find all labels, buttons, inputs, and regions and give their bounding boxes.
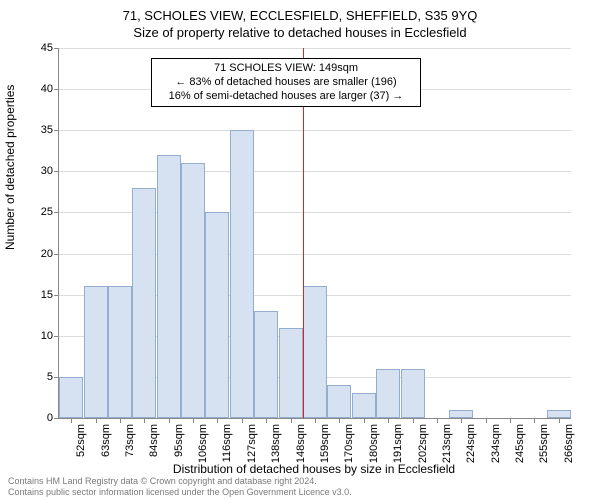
bar: [352, 393, 376, 418]
xtick-label: 116sqm: [221, 424, 233, 462]
xtick-mark: [242, 418, 243, 423]
xtick-mark: [388, 418, 389, 423]
bar: [181, 163, 205, 418]
xtick-mark: [461, 418, 462, 423]
bar: [327, 385, 351, 418]
xtick-label: 202sqm: [417, 424, 429, 463]
xtick-label: 127sqm: [246, 424, 258, 463]
bar: [401, 369, 425, 418]
ytick-label: 30: [41, 165, 59, 177]
xtick-mark: [120, 418, 121, 423]
y-axis-title: Number of detached properties: [3, 85, 17, 250]
bar: [108, 286, 132, 418]
xtick-label: 224sqm: [465, 424, 477, 463]
xtick-mark: [315, 418, 316, 423]
xtick-label: 159sqm: [319, 424, 331, 463]
xtick-mark: [96, 418, 97, 423]
ytick-label: 40: [41, 83, 59, 95]
xtick-mark: [71, 418, 72, 423]
gridline: [59, 48, 571, 49]
footer-line2: Contains public sector information licen…: [8, 487, 352, 498]
xtick-label: 170sqm: [343, 424, 355, 463]
xtick-label: 63sqm: [100, 424, 112, 457]
xtick-label: 245sqm: [514, 424, 526, 463]
bar: [230, 130, 254, 418]
xtick-label: 255sqm: [538, 424, 550, 463]
ytick-label: 15: [41, 289, 59, 301]
bar: [84, 286, 108, 418]
ytick-label: 35: [41, 124, 59, 136]
bar: [59, 377, 83, 418]
xtick-mark: [534, 418, 535, 423]
x-axis-title: Distribution of detached houses by size …: [58, 462, 570, 476]
xtick-label: 138sqm: [270, 424, 282, 463]
xtick-mark: [217, 418, 218, 423]
ytick-label: 5: [47, 371, 59, 383]
bar: [376, 369, 400, 418]
xtick-mark: [364, 418, 365, 423]
xtick-mark: [291, 418, 292, 423]
bar: [254, 311, 278, 418]
annotation-line3: 16% of semi-detached houses are larger (…: [158, 90, 414, 104]
gridline: [59, 130, 571, 131]
footer-line1: Contains HM Land Registry data © Crown c…: [8, 476, 352, 487]
xtick-mark: [193, 418, 194, 423]
xtick-mark: [437, 418, 438, 423]
xtick-label: 52sqm: [75, 424, 87, 457]
bar: [303, 286, 327, 418]
xtick-mark: [486, 418, 487, 423]
ytick-label: 25: [41, 206, 59, 218]
bar: [132, 188, 156, 418]
annotation-box: 71 SCHOLES VIEW: 149sqm ← 83% of detache…: [151, 58, 421, 107]
xtick-label: 234sqm: [490, 424, 502, 463]
chart-title-line1: 71, SCHOLES VIEW, ECCLESFIELD, SHEFFIELD…: [0, 0, 600, 25]
gridline: [59, 171, 571, 172]
bar: [449, 410, 473, 418]
xtick-mark: [266, 418, 267, 423]
histogram-chart: 71, SCHOLES VIEW, ECCLESFIELD, SHEFFIELD…: [0, 0, 600, 500]
bar: [547, 410, 571, 418]
footer-text: Contains HM Land Registry data © Crown c…: [8, 476, 352, 498]
xtick-label: 191sqm: [392, 424, 404, 463]
bar: [205, 212, 229, 418]
xtick-mark: [144, 418, 145, 423]
ytick-label: 0: [47, 412, 59, 424]
bar: [279, 328, 303, 418]
plot-area: 05101520253035404552sqm63sqm73sqm84sqm95…: [58, 48, 571, 419]
ytick-label: 45: [41, 42, 59, 54]
xtick-label: 106sqm: [197, 424, 209, 463]
chart-title-line2: Size of property relative to detached ho…: [0, 25, 600, 42]
xtick-mark: [559, 418, 560, 423]
xtick-label: 180sqm: [368, 424, 380, 463]
xtick-label: 95sqm: [173, 424, 185, 457]
ytick-label: 20: [41, 248, 59, 260]
xtick-label: 84sqm: [148, 424, 160, 457]
xtick-mark: [510, 418, 511, 423]
xtick-mark: [169, 418, 170, 423]
annotation-line2: ← 83% of detached houses are smaller (19…: [158, 76, 414, 90]
bar: [157, 155, 181, 418]
annotation-line1: 71 SCHOLES VIEW: 149sqm: [158, 62, 414, 76]
xtick-label: 213sqm: [441, 424, 453, 463]
ytick-label: 10: [41, 330, 59, 342]
xtick-mark: [413, 418, 414, 423]
xtick-mark: [339, 418, 340, 423]
xtick-label: 73sqm: [124, 424, 136, 457]
xtick-label: 148sqm: [295, 424, 307, 463]
xtick-label: 266sqm: [563, 424, 575, 463]
